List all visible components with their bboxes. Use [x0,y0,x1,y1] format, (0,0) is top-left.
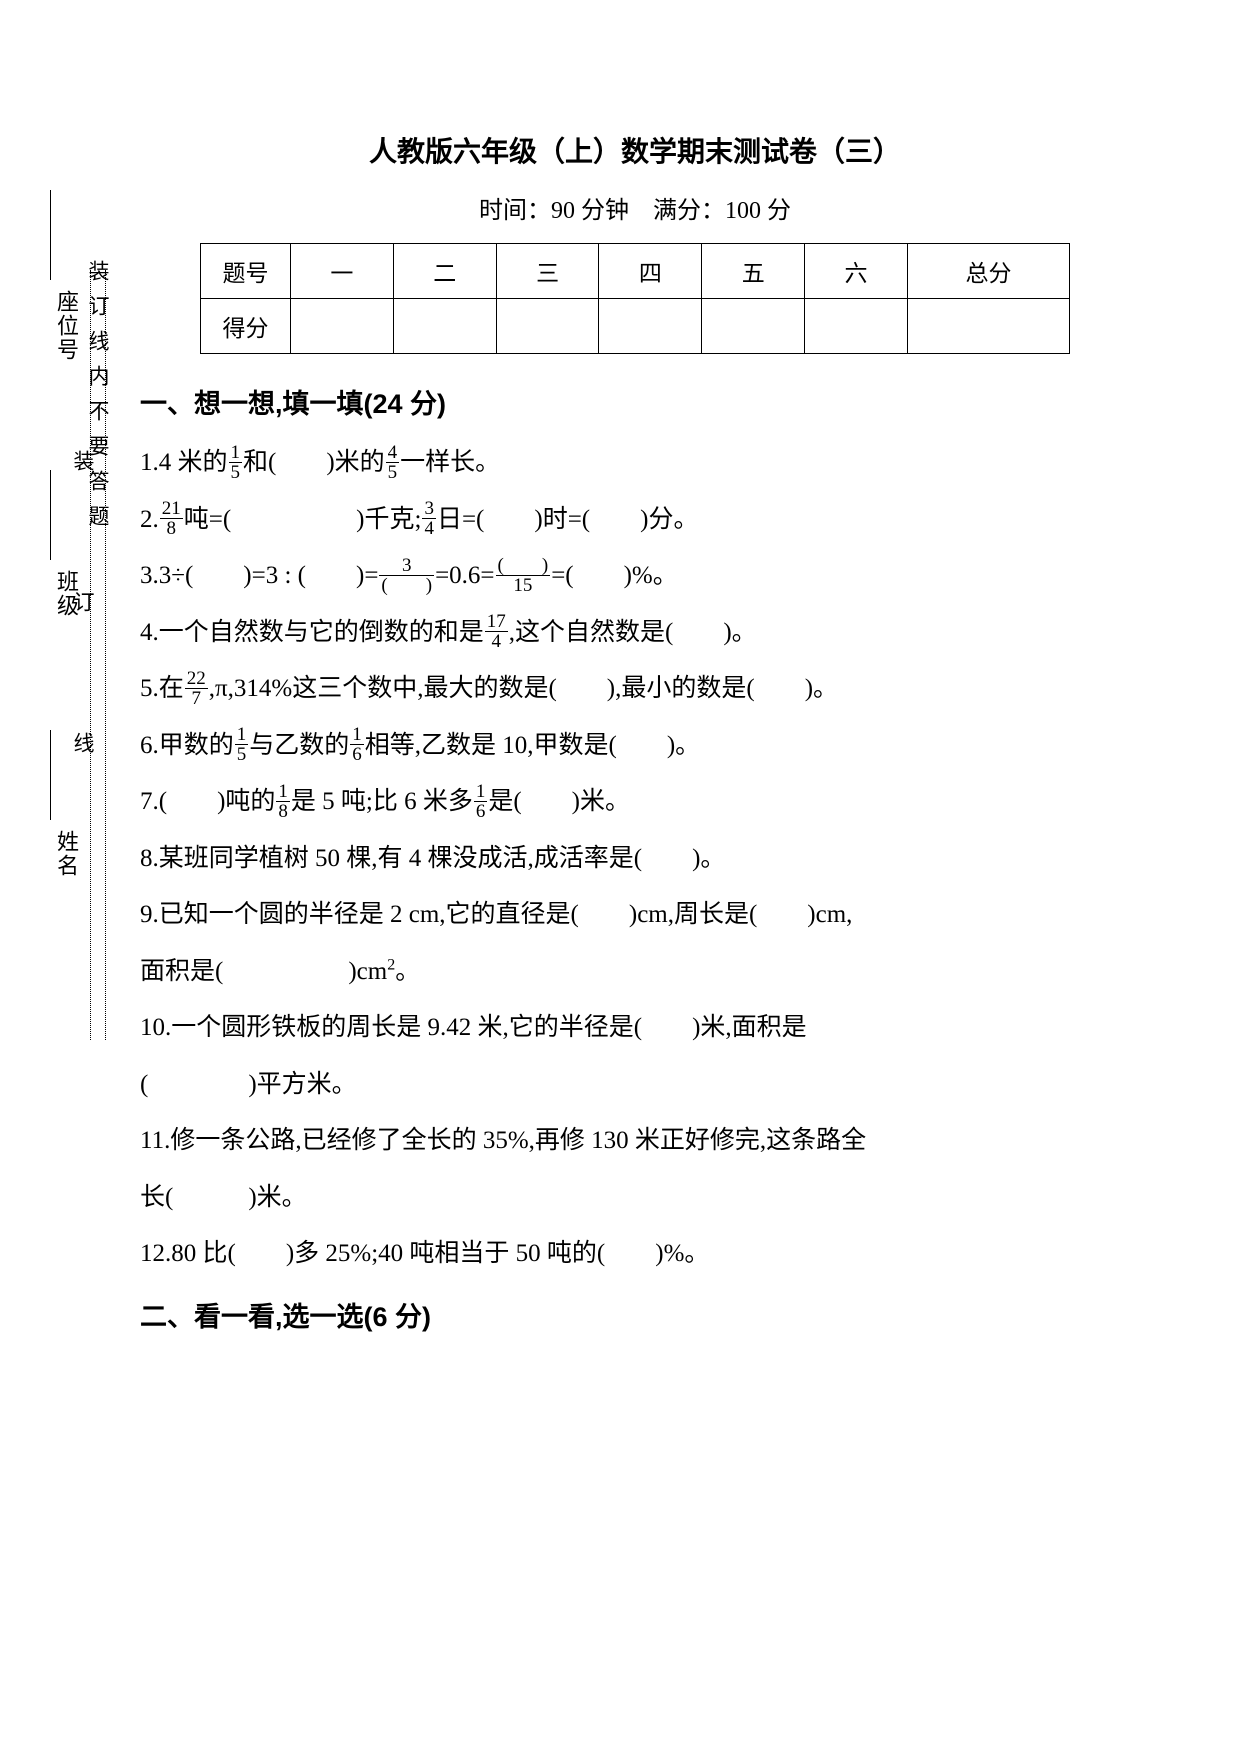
frac: 3( ) [379,556,434,595]
q7-text-c: 是( )米。 [488,788,630,815]
q6-text-c: 相等,乙数是 10,甲数是( )。 [365,732,700,759]
q4-text-b: ,这个自然数是( )。 [509,619,757,646]
q1-text-c: 一样长。 [400,449,500,476]
section-2-heading: 二、看一看,选一选(6 分) [140,1295,1130,1334]
col-total: 总分 [907,244,1069,299]
frac: 16 [474,782,488,821]
frac: 15 [229,443,243,482]
score-4 [599,299,702,354]
q12: 12.80 比( )多 25%;40 吨相当于 50 吨的( )%。 [140,1228,1130,1281]
q3-text-a: 3.3÷( )=3 : ( )= [140,562,378,589]
q6-text-a: 6.甲数的 [140,732,234,759]
q5-text-b: ,π,314%这三个数中,最大的数是( ),最小的数是( )。 [209,675,838,702]
frac: ( )15 [496,556,551,595]
section-1-heading: 一、想一想,填一填(24 分) [140,382,1130,421]
q2: 2.218吨=( )千克;34日=( )时=( )分。 [140,494,1130,547]
q7: 7.( )吨的18是 5 吨;比 6 米多16是( )米。 [140,776,1130,829]
col-2: 二 [393,244,496,299]
binding-margin: 姓名 班级 座位号 装订线内不要答题 装订线 [50,270,130,1050]
q3-text-b: =0.6= [435,562,494,589]
q4-text-a: 4.一个自然数与它的倒数的和是 [140,619,484,646]
frac: 15 [235,725,249,764]
q6: 6.甲数的15与乙数的16相等,乙数是 10,甲数是( )。 [140,720,1130,773]
question-list-1: 1.4 米的15和( )米的45一样长。 2.218吨=( )千克;34日=( … [140,437,1130,1281]
q11a: 11.修一条公路,已经修了全长的 35%,再修 130 米正好修完,这条路全 [140,1115,1130,1168]
frac: 16 [350,725,364,764]
q2-text-b: 吨=( )千克; [184,506,422,533]
page-subtitle: 时间：90 分钟 满分：100 分 [140,190,1130,225]
score-table: 题号 一 二 三 四 五 六 总分 得分 [200,243,1070,354]
page-content: 人教版六年级（上）数学期末测试卷（三） 时间：90 分钟 满分：100 分 题号… [140,130,1130,1350]
q9b-text-a: 面积是( )cm [140,958,387,985]
dotted-text-left: 装订线 [68,450,98,873]
col-4: 四 [599,244,702,299]
q2-text-c: 日=( )时=( )分。 [437,506,699,533]
q3-text-c: =( )%。 [551,562,678,589]
q3: 3.3÷( )=3 : ( )=3( )=0.6=( )15=( )%。 [140,550,1130,603]
q7-text-a: 7.( )吨的 [140,788,275,815]
q1: 1.4 米的15和( )米的45一样长。 [140,437,1130,490]
q1-text-b: 和( )米的 [243,449,385,476]
col-1: 一 [291,244,394,299]
q5-text-a: 5.在 [140,675,184,702]
q10a: 10.一个圆形铁板的周长是 9.42 米,它的半径是( )米,面积是 [140,1002,1130,1055]
score-5 [702,299,805,354]
q7-text-b: 是 5 吨;比 6 米多 [291,788,473,815]
page-title: 人教版六年级（上）数学期末测试卷（三） [140,130,1130,170]
q6-text-b: 与乙数的 [249,732,349,759]
q10b: ( )平方米。 [140,1059,1130,1112]
score-2 [393,299,496,354]
col-5: 五 [702,244,805,299]
q9: 9.已知一个圆的半径是 2 cm,它的直径是( )cm,周长是( )cm, [140,889,1130,942]
q8: 8.某班同学植树 50 棵,有 4 棵没成活,成活率是( )。 [140,833,1130,886]
frac: 218 [160,499,183,538]
q9b-text-b: 。 [395,958,420,985]
score-3 [496,299,599,354]
frac: 174 [485,612,508,651]
col-6: 六 [805,244,908,299]
q9b: 面积是( )cm2。 [140,946,1130,999]
frac: 227 [185,669,208,708]
q4: 4.一个自然数与它的倒数的和是174,这个自然数是( )。 [140,607,1130,660]
header-row-label: 题号 [201,244,291,299]
frac: 18 [276,782,290,821]
frac: 45 [386,443,400,482]
q2-text-a: 2. [140,506,159,533]
table-row: 得分 [201,299,1070,354]
score-total [907,299,1069,354]
q5: 5.在227,π,314%这三个数中,最大的数是( ),最小的数是( )。 [140,663,1130,716]
q11b: 长( )米。 [140,1172,1130,1225]
table-row: 题号 一 二 三 四 五 六 总分 [201,244,1070,299]
col-3: 三 [496,244,599,299]
score-row-label: 得分 [201,299,291,354]
q1-text-a: 1.4 米的 [140,449,228,476]
superscript-2: 2 [387,956,395,973]
frac: 34 [422,499,436,538]
score-1 [291,299,394,354]
score-6 [805,299,908,354]
seat-label: 座位号 [50,290,82,362]
